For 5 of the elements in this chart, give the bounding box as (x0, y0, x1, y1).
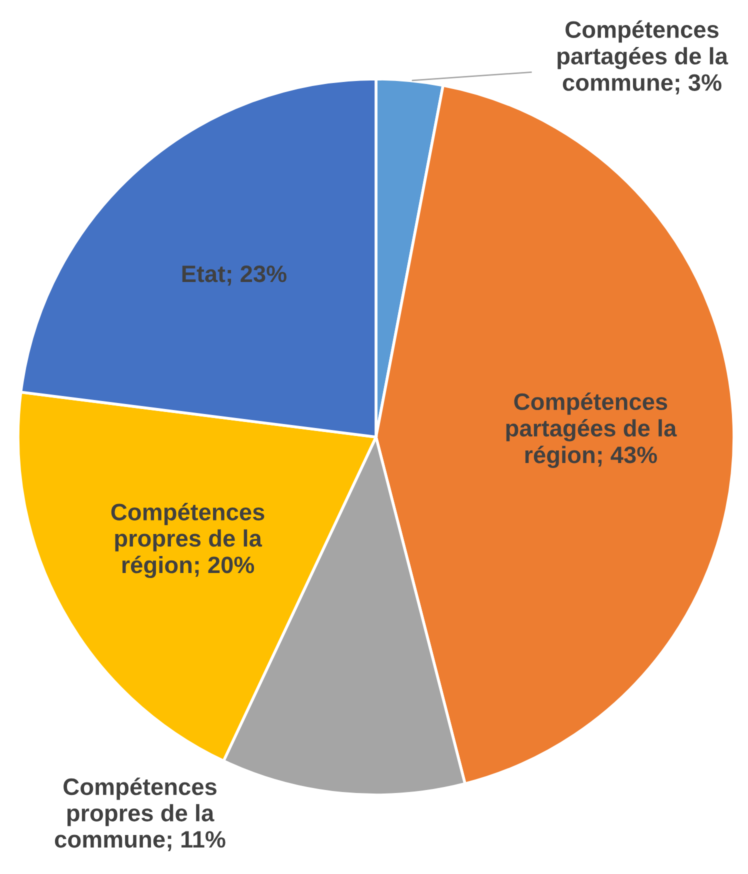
slice-label: Compétences partagées de la commune; 3% (558, 20, 728, 94)
slice-label: Compétences partagées de la région; 43% (506, 392, 677, 468)
slice-label: Compétences propres de la commune; 11% (54, 778, 226, 852)
slice-label: Compétences propres de la région; 20% (111, 502, 264, 578)
slice-label: Etat; 23% (182, 265, 286, 286)
